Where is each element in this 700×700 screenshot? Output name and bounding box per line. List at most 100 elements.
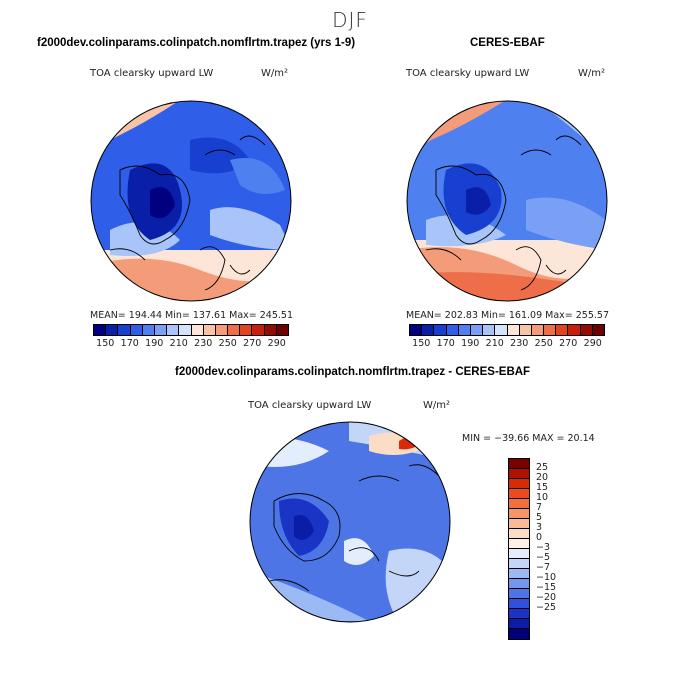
model-colorbar-swatch [167, 325, 180, 335]
model-colorbar-swatch [276, 325, 288, 335]
obs-colorbar-swatch [544, 325, 557, 335]
model-colorbar-swatch [106, 325, 119, 335]
diff-panel-title: f2000dev.colinparams.colinpatch.nomflrtm… [175, 366, 531, 378]
diff-colorbar [508, 458, 530, 640]
model-colorbar-swatch [215, 325, 229, 335]
obs-colorbar-tick: 230 [510, 338, 529, 349]
obs-colorbar-tick: 190 [461, 338, 480, 349]
obs-colorbar-tick: 150 [412, 338, 431, 349]
model-colorbar-tick: 170 [120, 338, 139, 349]
obs-polar-map [406, 100, 608, 302]
model-colorbar-tick: 190 [145, 338, 164, 349]
diff-colorbar-swatch [509, 629, 529, 639]
diff-colorbar-tick: −25 [536, 602, 557, 613]
diff-colorbar-tick: 7 [536, 502, 543, 513]
model-panel-title: f2000dev.colinparams.colinpatch.nomflrtm… [37, 37, 356, 49]
model-colorbar-swatch [252, 325, 265, 335]
model-colorbar-tick: 250 [218, 338, 237, 349]
obs-colorbar-swatch [422, 325, 435, 335]
obs-colorbar-swatch [556, 325, 569, 335]
diff-colorbar-swatch [509, 569, 529, 579]
model-colorbar-swatch [203, 325, 216, 335]
diff-colorbar-tick: 25 [536, 462, 549, 473]
diff-colorbar-tick: 5 [536, 512, 543, 523]
obs-colorbar-swatch [434, 325, 447, 335]
model-colorbar-tick: 210 [169, 338, 188, 349]
model-colorbar-tick: 290 [267, 338, 286, 349]
model-colorbar-tick: 230 [194, 338, 213, 349]
model-colorbar-swatch [228, 325, 241, 335]
model-colorbar-swatch [94, 325, 107, 335]
obs-colorbar-swatch [507, 325, 520, 335]
diff-polar-map [249, 421, 451, 623]
diff-colorbar-tick: −5 [536, 552, 551, 563]
diff-units-label: W/m² [423, 400, 451, 411]
obs-units-label: W/m² [578, 68, 606, 79]
diff-colorbar-swatch [509, 489, 529, 499]
diff-colorbar-swatch [509, 609, 529, 619]
obs-colorbar [409, 324, 605, 336]
obs-colorbar-swatch [568, 325, 581, 335]
obs-stats: MEAN= 202.83 Min= 161.09 Max= 255.57 [406, 310, 610, 321]
diff-colorbar-swatch [509, 599, 529, 609]
diff-colorbar-tick: 10 [536, 492, 549, 503]
obs-colorbar-swatch [446, 325, 459, 335]
diff-colorbar-swatch [509, 559, 529, 569]
model-colorbar-tick: 270 [243, 338, 262, 349]
diff-colorbar-swatch [509, 519, 529, 529]
model-units-label: W/m² [261, 68, 289, 79]
obs-colorbar-tick: 290 [583, 338, 602, 349]
model-colorbar-tick: 150 [96, 338, 115, 349]
obs-colorbar-swatch [495, 325, 508, 335]
diff-colorbar-swatch [509, 479, 529, 489]
obs-colorbar-swatch [519, 325, 532, 335]
model-colorbar-swatch [191, 325, 204, 335]
model-colorbar-swatch [264, 325, 277, 335]
obs-colorbar-tick: 170 [436, 338, 455, 349]
obs-colorbar-tick: 210 [485, 338, 504, 349]
obs-colorbar-swatch [483, 325, 496, 335]
diff-colorbar-swatch [509, 619, 529, 629]
model-polar-map [90, 100, 292, 302]
diff-colorbar-swatch [509, 509, 529, 519]
model-colorbar-swatch [179, 325, 192, 335]
diff-colorbar-tick: 3 [536, 522, 543, 533]
model-colorbar-swatch [130, 325, 143, 335]
diff-colorbar-tick: −3 [536, 542, 551, 553]
obs-colorbar-swatch [410, 325, 423, 335]
obs-colorbar-swatch [531, 325, 545, 335]
obs-variable-label: TOA clearsky upward LW [406, 68, 530, 79]
diff-colorbar-swatch [509, 589, 529, 599]
season-title: DJF [332, 8, 368, 32]
diff-colorbar-tick: 0 [536, 532, 543, 543]
diff-colorbar-swatch [509, 469, 529, 479]
model-colorbar [93, 324, 289, 336]
diff-stats: MIN = −39.66 MAX = 20.14 [462, 433, 595, 444]
diff-colorbar-swatch [509, 549, 529, 559]
diff-variable-label: TOA clearsky upward LW [248, 400, 372, 411]
diff-colorbar-tick: 20 [536, 472, 549, 483]
diff-colorbar-swatch [509, 499, 529, 509]
model-colorbar-swatch [118, 325, 131, 335]
model-colorbar-swatch [154, 325, 168, 335]
obs-colorbar-swatch [458, 325, 471, 335]
diff-colorbar-tick: 15 [536, 482, 549, 493]
obs-colorbar-tick: 270 [559, 338, 578, 349]
obs-colorbar-swatch [470, 325, 484, 335]
diff-colorbar-swatch [509, 579, 529, 589]
diff-colorbar-tick: −10 [536, 572, 557, 583]
model-colorbar-swatch [142, 325, 155, 335]
diff-colorbar-swatch [509, 529, 529, 539]
obs-colorbar-swatch [580, 325, 593, 335]
obs-colorbar-swatch [592, 325, 604, 335]
diff-colorbar-swatch [509, 459, 529, 469]
model-stats: MEAN= 194.44 Min= 137.61 Max= 245.51 [90, 310, 294, 321]
diff-colorbar-tick: −15 [536, 582, 557, 593]
diff-colorbar-tick: −7 [536, 562, 551, 573]
diff-colorbar-swatch [509, 539, 529, 549]
obs-panel-title: CERES-EBAF [470, 37, 545, 49]
model-colorbar-swatch [240, 325, 253, 335]
model-variable-label: TOA clearsky upward LW [90, 68, 214, 79]
obs-colorbar-tick: 250 [534, 338, 553, 349]
diff-colorbar-tick: −20 [536, 592, 557, 603]
